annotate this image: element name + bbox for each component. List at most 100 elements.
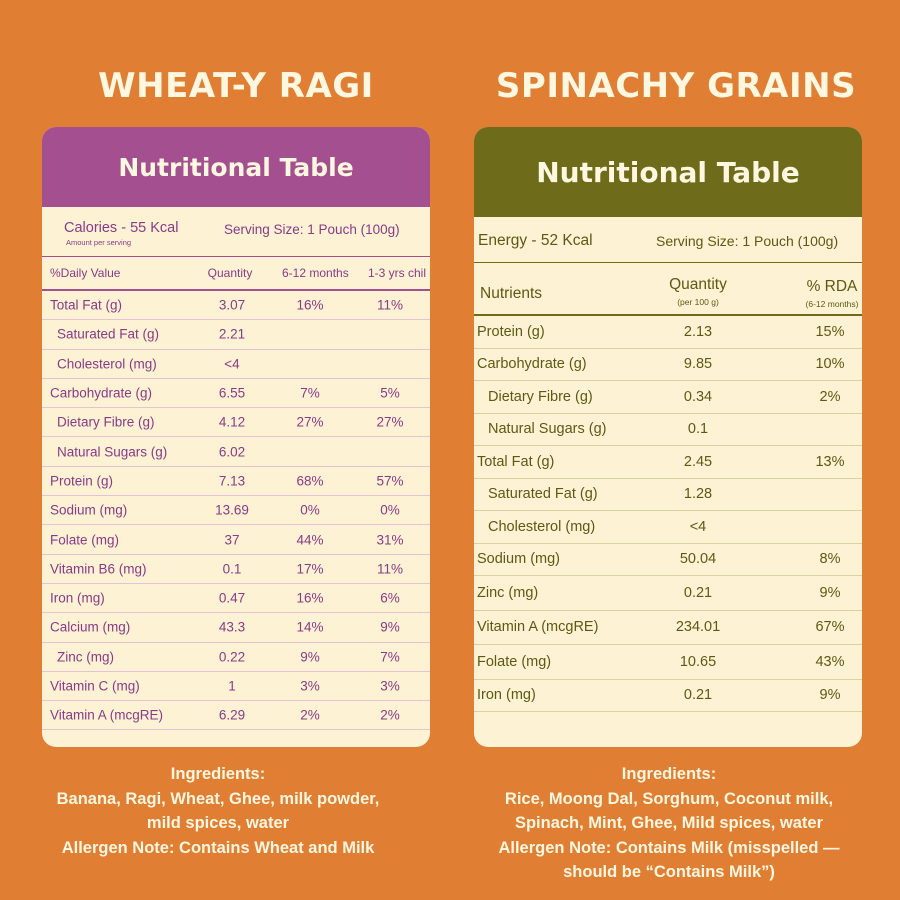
nutrient-name: Cholesterol (mg): [57, 356, 157, 372]
table-row: Natural Sugars (g) 6.02: [42, 437, 430, 467]
allergen-note: should be “Contains Milk”): [563, 863, 775, 881]
nutrient-rda: 67%: [815, 619, 845, 636]
ingredients-line: Banana, Ragi, Wheat, Ghee, milk powder,: [56, 789, 380, 808]
nutrient-dv-1-3-yrs: 11%: [376, 561, 404, 577]
nutrient-quantity: <4: [224, 356, 240, 372]
nutrient-quantity: 6.02: [218, 444, 246, 460]
calories-row: Calories - 55 Kcal Amount per serving Se…: [42, 207, 430, 257]
nutrient-quantity: 2.45: [683, 453, 713, 470]
table-row: Calcium (mg) 43.3 14% 9%: [42, 613, 430, 643]
nutrient-quantity: <4: [689, 518, 707, 535]
nutrient-quantity: 0.1: [687, 421, 709, 438]
nutrient-quantity: 50.04: [679, 551, 717, 568]
nutrient-name: Saturated Fat (g): [57, 326, 160, 342]
nutrient-quantity: 0.34: [683, 388, 713, 405]
nutrient-quantity: 7.13: [218, 473, 246, 489]
nutrient-dv-6-12-months: 16%: [296, 297, 324, 313]
ingredients-line: mild spices, water: [146, 814, 290, 832]
header-rda-sub: (6-12 months): [805, 299, 859, 309]
serving-size-right: Serving Size: 1 Pouch (100g): [656, 233, 839, 249]
nutrient-dv-1-3-yrs: 27%: [376, 414, 404, 430]
table-row: Saturated Fat (g) 2.21: [42, 320, 430, 350]
nutrient-quantity: 0.1: [222, 561, 242, 577]
table-row: Zinc (mg) 0.21 9%: [474, 576, 862, 611]
table-row: Protein (g) 2.13 15%: [474, 316, 862, 349]
nutrient-dv-1-3-yrs: 6%: [380, 590, 400, 606]
nutrient-quantity: 3.07: [218, 297, 246, 313]
nutrient-rda: 43%: [815, 653, 845, 670]
header-daily-value: %Daily Value: [50, 266, 121, 280]
nutrient-name: Iron (mg): [50, 590, 105, 606]
nutrient-dv-6-12-months: 7%: [300, 385, 320, 401]
nutrient-name: Protein (g): [477, 323, 545, 340]
nutrient-name: Folate (mg): [477, 653, 552, 670]
nutrient-dv-6-12-months: 2%: [300, 707, 320, 723]
nutrient-dv-1-3-yrs: 9%: [380, 619, 400, 635]
nutrient-dv-6-12-months: 3%: [300, 678, 320, 694]
ingredients-note-right: Ingredients: Rice, Moong Dal, Sorghum, C…: [462, 762, 876, 885]
nutrient-name: Total Fat (g): [477, 453, 555, 470]
table-row: Sodium (mg) 50.04 8%: [474, 544, 862, 576]
nutrient-dv-6-12-months: 14%: [296, 619, 324, 635]
nutrient-dv-1-3-yrs: 0%: [380, 502, 400, 518]
table-row: Dietary Fibre (g) 0.34 2%: [474, 381, 862, 414]
table-title-right: Nutritional Table: [474, 127, 862, 217]
nutrient-name: Carbohydrate (g): [50, 385, 153, 401]
nutrient-quantity: 1: [228, 678, 236, 694]
nutrient-quantity: 2.13: [683, 323, 713, 340]
nutrient-quantity: 13.69: [215, 502, 249, 518]
nutrient-quantity: 6.29: [218, 707, 246, 723]
nutrient-name: Carbohydrate (g): [477, 356, 587, 373]
nutrition-card-left: Nutritional Table Calories - 55 Kcal Amo…: [42, 127, 430, 747]
header-rda-group: % RDA (6-12 months): [786, 278, 862, 309]
header-quantity-group: Quantity (per 100 g): [650, 276, 746, 307]
nutrient-dv-6-12-months: 17%: [296, 561, 324, 577]
table-row: Folate (mg) 37 44% 31%: [42, 525, 430, 555]
table-header-right: Nutrients Quantity (per 100 g) % RDA (6-…: [474, 263, 862, 316]
nutrition-table-right: Energy - 52 Kcal Serving Size: 1 Pouch (…: [474, 217, 862, 712]
ingredients-heading: Ingredients:: [170, 765, 266, 783]
ingredients-line: Rice, Moong Dal, Sorghum, Coconut milk,: [504, 789, 834, 808]
nutrient-rda: 9%: [819, 584, 841, 601]
header-6-12-months: 6-12 months: [282, 266, 349, 280]
header-nutrients: Nutrients: [480, 285, 543, 302]
nutrition-card-right: Nutritional Table Energy - 52 Kcal Servi…: [474, 127, 862, 747]
nutrient-quantity: 43.3: [218, 619, 246, 635]
table-row: Zinc (mg) 0.22 9% 7%: [42, 643, 430, 672]
energy-label: Energy - 52 Kcal: [478, 232, 593, 249]
nutrient-name: Dietary Fibre (g): [57, 414, 155, 430]
table-row: Dietary Fibre (g) 4.12 27% 27%: [42, 408, 430, 438]
nutrient-rda: 10%: [815, 356, 845, 373]
table-title-left: Nutritional Table: [42, 127, 430, 207]
nutrition-table-left: Calories - 55 Kcal Amount per serving Se…: [42, 207, 430, 731]
nutrient-quantity: 0.21: [683, 584, 713, 601]
table-row: Natural Sugars (g) 0.1: [474, 414, 862, 446]
nutrient-quantity: 1.28: [683, 486, 713, 503]
table-row: Carbohydrate (g) 9.85 10%: [474, 349, 862, 381]
table-row: Vitamin A (mcgRE) 6.29 2% 2%: [42, 701, 430, 731]
nutrient-quantity: 9.85: [683, 356, 713, 373]
nutrient-dv-1-3-yrs: 7%: [380, 649, 400, 665]
energy-row: Energy - 52 Kcal Serving Size: 1 Pouch (…: [474, 217, 862, 263]
nutrient-name: Sodium (mg): [477, 551, 560, 568]
table-row: Carbohydrate (g) 6.55 7% 5%: [42, 379, 430, 409]
table-row: Sodium (mg) 13.69 0% 0%: [42, 496, 430, 526]
table-row: Cholesterol (mg) <4: [474, 511, 862, 544]
table-row: Vitamin B6 (mg) 0.1 17% 11%: [42, 555, 430, 584]
table-row: Protein (g) 7.13 68% 57%: [42, 467, 430, 497]
table-row: Iron (mg) 0.21 9%: [474, 680, 862, 712]
nutrient-name: Folate (mg): [50, 532, 120, 548]
nutrient-name: Calcium (mg): [50, 619, 131, 635]
table-row: Cholesterol (mg) <4: [42, 350, 430, 379]
header-quantity-sub: (per 100 g): [677, 297, 719, 307]
product-title-left: WHEAT-Y RAGI: [98, 66, 374, 106]
table-row: Total Fat (g) 2.45 13%: [474, 446, 862, 479]
product-title-right: SPINACHY GRAINS: [495, 66, 857, 106]
nutrient-quantity: 0.22: [218, 649, 246, 665]
nutrient-name: Dietary Fibre (g): [488, 388, 593, 405]
nutrient-dv-6-12-months: 16%: [296, 590, 324, 606]
nutrient-name: Vitamin A (mcgRE): [50, 707, 164, 723]
nutrient-dv-1-3-yrs: 31%: [376, 532, 404, 548]
amount-note: Amount per serving: [66, 238, 132, 247]
header-quantity: Quantity: [669, 276, 727, 293]
